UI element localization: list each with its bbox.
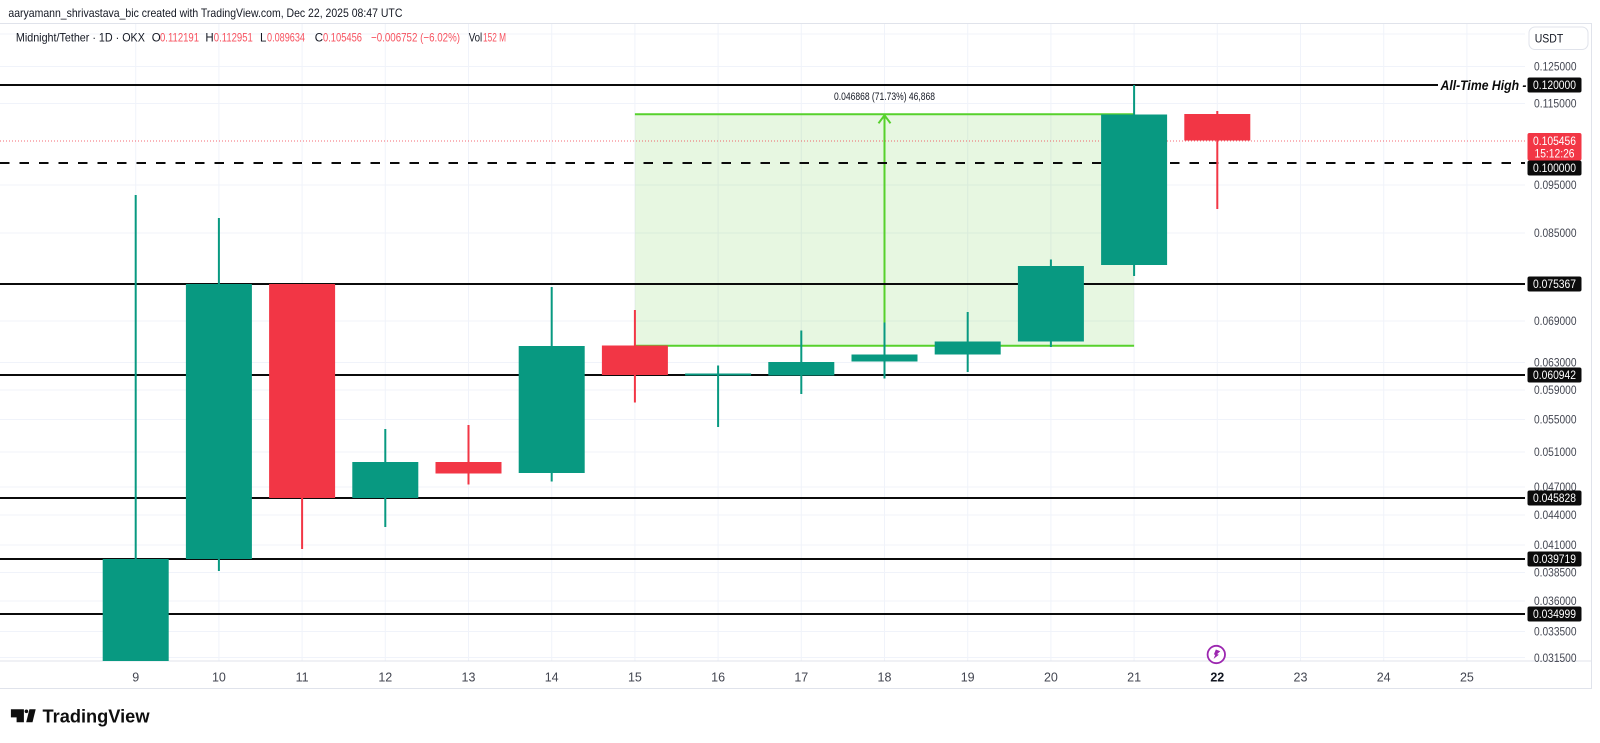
svg-text:0.031500: 0.031500: [1534, 653, 1577, 665]
svg-text:0.060942: 0.060942: [1533, 370, 1576, 382]
svg-text:17: 17: [794, 671, 808, 685]
svg-text:9: 9: [132, 671, 139, 685]
svg-text:0.033500: 0.033500: [1534, 627, 1577, 639]
svg-text:0.036000: 0.036000: [1534, 596, 1577, 608]
svg-text:TradingView: TradingView: [43, 706, 151, 727]
svg-text:0.046868 (71.73%) 46,868: 0.046868 (71.73%) 46,868: [834, 91, 935, 103]
svg-text:13: 13: [462, 671, 476, 685]
svg-text:14: 14: [545, 671, 559, 685]
svg-text:15: 15: [628, 671, 642, 685]
svg-text:0.038500: 0.038500: [1534, 568, 1577, 580]
svg-text:152 M: 152 M: [483, 31, 506, 45]
svg-text:0.100000: 0.100000: [1533, 163, 1576, 175]
svg-text:0.069000: 0.069000: [1534, 316, 1577, 328]
svg-text:Midnight/Tether · 1D · OKX: Midnight/Tether · 1D · OKX: [16, 31, 145, 45]
svg-text:21: 21: [1127, 671, 1141, 685]
svg-text:0.125000: 0.125000: [1534, 62, 1577, 74]
svg-text:0.034999: 0.034999: [1533, 609, 1576, 621]
svg-text:12: 12: [378, 671, 392, 685]
svg-text:16: 16: [711, 671, 725, 685]
svg-text:aaryamann_shrivastava_bic crea: aaryamann_shrivastava_bic created with T…: [8, 6, 402, 20]
svg-text:0.095000: 0.095000: [1534, 180, 1577, 192]
svg-text:0.059000: 0.059000: [1534, 385, 1577, 397]
svg-text:H: H: [205, 33, 213, 45]
svg-text:22: 22: [1210, 671, 1224, 685]
svg-text:0.105456: 0.105456: [323, 31, 362, 45]
svg-text:0.112951: 0.112951: [214, 31, 253, 45]
svg-text:O: O: [152, 33, 161, 45]
svg-text:11: 11: [296, 671, 309, 685]
svg-text:19: 19: [961, 671, 975, 685]
svg-text:L: L: [260, 33, 267, 45]
svg-text:0.045828: 0.045828: [1533, 493, 1576, 505]
svg-text:0.105456: 0.105456: [1533, 136, 1576, 148]
svg-text:C: C: [315, 33, 323, 45]
svg-text:0.085000: 0.085000: [1534, 228, 1577, 240]
svg-text:0.051000: 0.051000: [1534, 447, 1577, 459]
svg-text:0.115000: 0.115000: [1534, 99, 1577, 111]
svg-text:18: 18: [878, 671, 892, 685]
svg-text:23: 23: [1294, 671, 1308, 685]
svg-text:0.112191: 0.112191: [160, 31, 199, 45]
svg-text:All-Time High -: All-Time High -: [1440, 78, 1527, 94]
svg-text:0.044000: 0.044000: [1534, 510, 1577, 522]
svg-text:0.089634: 0.089634: [267, 31, 305, 45]
svg-text:0.120000: 0.120000: [1533, 80, 1576, 92]
svg-text:0.041000: 0.041000: [1534, 540, 1577, 552]
svg-text:20: 20: [1044, 671, 1058, 685]
svg-text:USDT: USDT: [1535, 31, 1564, 45]
svg-text:10: 10: [212, 671, 226, 685]
svg-text:15:12:26: 15:12:26: [1535, 148, 1575, 160]
svg-text:Vol: Vol: [469, 33, 483, 45]
svg-text:−0.006752 (−6.02%): −0.006752 (−6.02%): [371, 31, 460, 45]
svg-text:0.055000: 0.055000: [1534, 415, 1577, 427]
svg-text:0.063000: 0.063000: [1534, 358, 1577, 370]
svg-text:24: 24: [1377, 671, 1391, 685]
svg-text:0.039719: 0.039719: [1533, 554, 1576, 566]
svg-text:0.075367: 0.075367: [1533, 279, 1576, 291]
svg-text:25: 25: [1460, 671, 1474, 685]
